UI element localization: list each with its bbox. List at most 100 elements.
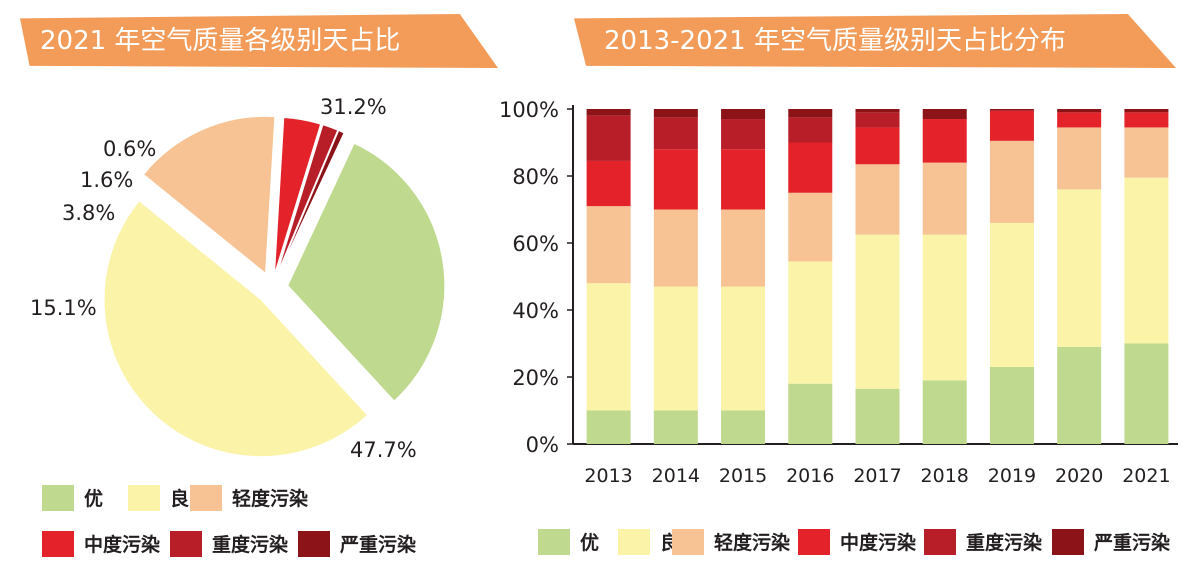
bar-segment: [788, 261, 833, 384]
bar-segment: [653, 149, 698, 210]
pie-slice-5: [277, 129, 345, 276]
bar-segment: [653, 117, 698, 150]
pie-title-banner: 2021 年空气质量各级别天占比: [20, 14, 498, 68]
x-tick-label: 2015: [719, 465, 767, 487]
bar-segment: [788, 109, 833, 118]
legend-swatch: [538, 528, 570, 555]
bar-legend-you: 优: [538, 528, 599, 555]
pie-slice-1: [103, 200, 369, 458]
bar-segment: [1057, 127, 1102, 190]
pie-slice-0: [287, 142, 446, 402]
legend-swatch: [128, 484, 160, 511]
legend-label: 严重污染: [1094, 532, 1171, 554]
pie-label-zhongdu: 3.8%: [62, 201, 116, 225]
legend-swatch: [618, 528, 650, 555]
pie-legend-zhongdu2: 重度污染: [170, 530, 288, 557]
legend-swatch: [298, 530, 330, 557]
x-tick-label: 2020: [1055, 465, 1103, 487]
bar-legend-zhongdu2: 重度污染: [924, 528, 1042, 555]
legend-swatch: [190, 484, 222, 511]
y-tick-label: 60%: [512, 232, 559, 256]
y-tick-label: 100%: [499, 98, 559, 122]
pie-label-you: 31.2%: [320, 95, 387, 119]
bar-segment: [721, 109, 766, 120]
bar-legend-yanzhong: 严重污染: [1052, 528, 1170, 555]
bar-legend-zhongdu: 中度污染: [798, 528, 916, 555]
bar-segment: [1057, 112, 1102, 128]
bar-segment: [721, 119, 766, 150]
bar-title: 2013-2021 年空气质量级别天占比分布: [604, 26, 1066, 56]
bar-segment: [1124, 112, 1169, 128]
legend-label: 优: [84, 488, 104, 510]
bar-segment: [586, 115, 631, 161]
pie-legend-zhongdu: 中度污染: [42, 530, 160, 557]
bar-segment: [586, 160, 631, 207]
bar-segment: [586, 410, 631, 444]
bar-segment: [1057, 109, 1102, 113]
legend-label: 重度污染: [966, 532, 1043, 554]
bar-segment: [653, 286, 698, 411]
bar-segment: [586, 206, 631, 284]
bar-segment: [1124, 109, 1169, 113]
pie-label-yanzhong: 0.6%: [103, 137, 157, 161]
y-tick-label: 80%: [512, 165, 559, 189]
bar-segment: [989, 222, 1034, 367]
legend-label: 中度污染: [840, 532, 917, 554]
bar-segment: [1124, 343, 1169, 444]
bar-legend-liang: 良: [618, 528, 679, 555]
legend-swatch: [170, 530, 202, 557]
bar-segment: [1124, 127, 1169, 178]
legend-label: 良: [170, 488, 190, 510]
x-tick-label: 2018: [921, 465, 969, 487]
bar-segment: [855, 388, 900, 444]
bar-segment: [586, 283, 631, 411]
bar-segment: [1124, 177, 1169, 344]
bar-segment: [922, 109, 967, 120]
bar-segment: [855, 109, 900, 113]
x-tick-label: 2021: [1122, 465, 1170, 487]
bar-segment: [788, 117, 833, 143]
bar-segment: [922, 234, 967, 381]
y-tick-label: 40%: [512, 299, 559, 323]
bar-segment: [653, 410, 698, 444]
bar-segment: [653, 209, 698, 287]
bar-segment: [788, 383, 833, 444]
pie-label-liang: 47.7%: [350, 438, 417, 462]
legend-label: 中度污染: [84, 534, 161, 556]
pie-legend-you: 优: [42, 484, 103, 511]
bar-segment: [989, 140, 1034, 223]
legend-label: 轻度污染: [232, 488, 309, 510]
pie-label-qingdu: 15.1%: [30, 296, 97, 320]
legend-swatch: [672, 528, 704, 555]
bar-segment: [788, 142, 833, 193]
pie-title: 2021 年空气质量各级别天占比: [40, 26, 401, 56]
legend-label: 严重污染: [340, 534, 417, 556]
y-tick-label: 0%: [526, 433, 559, 457]
bar-segment: [855, 234, 900, 389]
bar-segment: [721, 209, 766, 287]
x-tick-label: 2014: [652, 465, 700, 487]
bar-segment: [989, 109, 1034, 111]
legend-swatch: [1052, 528, 1084, 555]
pie-legend-yanzhong: 严重污染: [298, 530, 416, 557]
legend-label: 重度污染: [212, 534, 289, 556]
bar-segment: [989, 110, 1034, 141]
bar-title-banner: 2013-2021 年空气质量级别天占比分布: [574, 14, 1176, 68]
pie-label-zhongdu2: 1.6%: [80, 168, 134, 192]
pie-slice-3: [273, 116, 322, 275]
bar-segment: [721, 149, 766, 210]
bar-segment: [721, 410, 766, 444]
x-tick-label: 2013: [584, 465, 632, 487]
legend-label: 优: [580, 532, 600, 554]
bar-segment: [586, 109, 631, 116]
y-tick-label: 20%: [512, 366, 559, 390]
x-tick-label: 2019: [988, 465, 1036, 487]
pie-slice-4: [276, 124, 339, 276]
bar-segment: [922, 162, 967, 235]
legend-label: 轻度污染: [714, 532, 791, 554]
bar-segment: [721, 286, 766, 411]
legend-swatch: [42, 530, 74, 557]
pie-slice-2: [142, 115, 276, 275]
bar-segment: [855, 164, 900, 235]
